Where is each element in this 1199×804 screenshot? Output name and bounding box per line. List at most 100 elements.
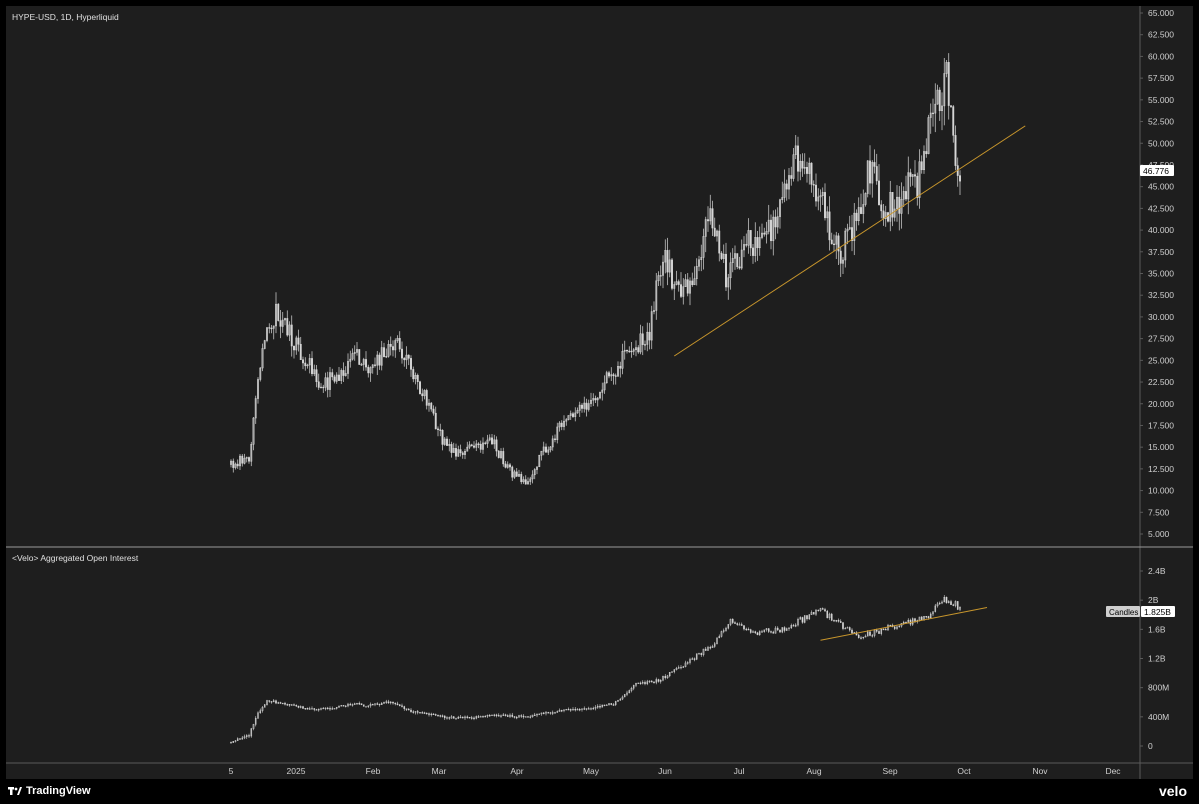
price-candle[interactable]: [596, 396, 599, 407]
oi-candle[interactable]: [506, 714, 509, 718]
oi-candle[interactable]: [626, 690, 628, 697]
price-candle[interactable]: [239, 454, 241, 471]
oi-candle[interactable]: [513, 716, 516, 719]
price-candle[interactable]: [635, 340, 637, 357]
price-candle[interactable]: [581, 403, 583, 413]
oi-candle[interactable]: [470, 715, 473, 720]
oi-candle[interactable]: [810, 610, 813, 616]
price-candle[interactable]: [455, 443, 457, 460]
oi-candle[interactable]: [405, 708, 408, 712]
oi-candle[interactable]: [545, 710, 547, 716]
oi-candle[interactable]: [952, 603, 955, 607]
price-candle[interactable]: [549, 446, 552, 453]
oi-candle[interactable]: [896, 625, 898, 630]
price-candle[interactable]: [331, 368, 334, 381]
oi-candle[interactable]: [419, 712, 421, 714]
oi-candle[interactable]: [560, 709, 563, 713]
oi-candle[interactable]: [495, 713, 498, 718]
price-candle[interactable]: [299, 336, 302, 360]
oi-candle[interactable]: [884, 627, 887, 631]
price-candle[interactable]: [502, 447, 505, 467]
price-candle[interactable]: [279, 310, 282, 339]
oi-candle[interactable]: [293, 703, 295, 706]
price-candle[interactable]: [513, 469, 516, 479]
oi-candle[interactable]: [239, 738, 241, 740]
oi-candle[interactable]: [572, 707, 574, 711]
oi-candle[interactable]: [882, 628, 885, 631]
price-candle[interactable]: [241, 454, 244, 467]
oi-candle[interactable]: [758, 630, 761, 636]
price-candle[interactable]: [761, 223, 763, 240]
price-candle[interactable]: [603, 375, 606, 394]
price-candle[interactable]: [540, 450, 543, 461]
price-candle[interactable]: [317, 373, 320, 390]
oi-candle[interactable]: [704, 647, 707, 651]
price-candle[interactable]: [423, 389, 426, 400]
price-candle[interactable]: [551, 435, 554, 451]
oi-candle[interactable]: [594, 705, 597, 711]
price-candle[interactable]: [493, 434, 496, 449]
oi-candle[interactable]: [700, 652, 703, 657]
price-candle[interactable]: [639, 324, 642, 355]
oi-candle[interactable]: [702, 648, 705, 657]
price-candle[interactable]: [664, 239, 667, 274]
price-candle[interactable]: [293, 345, 295, 359]
price-candle[interactable]: [871, 160, 874, 198]
oi-candle[interactable]: [243, 734, 246, 740]
price-candle[interactable]: [650, 305, 653, 350]
price-candle[interactable]: [617, 361, 619, 377]
oi-candle[interactable]: [803, 615, 806, 624]
price-candle[interactable]: [504, 460, 507, 469]
oi-candle[interactable]: [729, 618, 732, 627]
price-candle[interactable]: [344, 366, 347, 377]
oi-candle[interactable]: [641, 680, 644, 685]
oi-candle[interactable]: [680, 665, 682, 670]
oi-candle[interactable]: [538, 713, 541, 715]
oi-candle[interactable]: [266, 699, 268, 706]
price-candle[interactable]: [821, 187, 824, 206]
oi-candle[interactable]: [335, 706, 338, 710]
oi-candle[interactable]: [623, 693, 626, 698]
price-candle[interactable]: [236, 459, 239, 469]
price-candle[interactable]: [954, 125, 957, 171]
oi-candle[interactable]: [452, 716, 455, 719]
oi-candle[interactable]: [698, 652, 700, 655]
price-candle[interactable]: [785, 179, 788, 201]
price-candle[interactable]: [884, 205, 887, 227]
price-candle[interactable]: [578, 401, 581, 417]
oi-candle[interactable]: [241, 735, 244, 740]
oi-candle[interactable]: [677, 665, 680, 669]
price-candle[interactable]: [846, 223, 849, 245]
oi-candle[interactable]: [320, 707, 322, 711]
price-candle[interactable]: [918, 149, 921, 209]
price-candle[interactable]: [358, 349, 361, 365]
price-candle[interactable]: [693, 266, 696, 286]
oi-candle[interactable]: [439, 714, 442, 718]
oi-candle[interactable]: [842, 621, 844, 631]
price-candle[interactable]: [459, 444, 462, 457]
price-candle[interactable]: [320, 383, 322, 389]
oi-candle[interactable]: [599, 704, 601, 709]
price-candle[interactable]: [576, 407, 579, 414]
oi-candle[interactable]: [376, 702, 379, 706]
price-candle[interactable]: [428, 399, 430, 412]
oi-candle[interactable]: [450, 715, 453, 719]
price-candle[interactable]: [956, 157, 959, 187]
oi-candle[interactable]: [461, 716, 464, 719]
oi-candle[interactable]: [457, 715, 460, 719]
price-candle[interactable]: [722, 244, 725, 263]
price-candle[interactable]: [425, 388, 428, 410]
price-candle[interactable]: [407, 354, 410, 366]
price-candle[interactable]: [281, 311, 284, 333]
price-candle[interactable]: [446, 436, 448, 447]
oi-candle[interactable]: [808, 614, 811, 620]
price-candle[interactable]: [826, 206, 829, 233]
oi-candle[interactable]: [756, 631, 759, 636]
price-candle[interactable]: [495, 436, 498, 457]
price-candle[interactable]: [556, 422, 559, 444]
price-candle[interactable]: [565, 418, 568, 426]
price-candle[interactable]: [560, 420, 563, 431]
price-candle[interactable]: [776, 207, 779, 234]
price-candle[interactable]: [646, 322, 649, 352]
oi-candle[interactable]: [401, 703, 403, 708]
